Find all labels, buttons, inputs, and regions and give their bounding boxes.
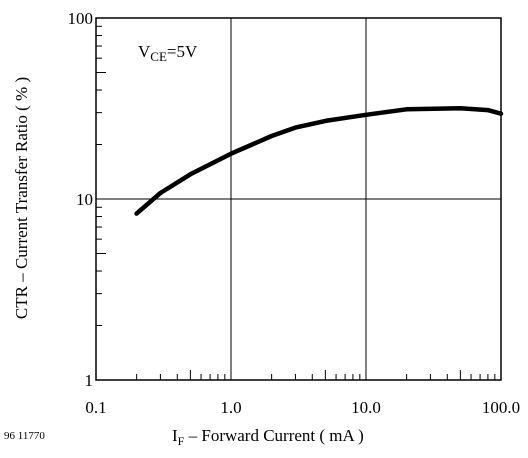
ctr-series-line (134, 106, 504, 216)
grid (96, 18, 501, 380)
y-axis-label: CTR – Current Transfer Ratio ( % ) (12, 76, 31, 320)
x-axis-label: IF – Forward Current ( mA ) (172, 426, 364, 448)
x-axis-label-rest: – Forward Current ( mA ) (184, 426, 364, 445)
y-tick-label: 1 (85, 371, 94, 390)
ticks (96, 25, 496, 380)
annotation-sub: CE (150, 49, 167, 64)
x-tick-label: 0.1 (85, 398, 106, 417)
y-tick-label: 10 (76, 190, 93, 209)
y-tick-label: 100 (68, 9, 94, 28)
annotation-vce: VCE=5V (138, 42, 198, 64)
annotation-rest: =5V (166, 42, 198, 61)
series-group (134, 106, 504, 216)
x-axis-label-main: I (172, 426, 178, 445)
tick-labels: 0.1 1.0 10.0 100.0 1 10 100 (68, 9, 521, 417)
x-tick-label: 10.0 (351, 398, 381, 417)
figure-id: 96 11770 (4, 430, 45, 442)
x-tick-label: 100.0 (482, 398, 520, 417)
annotation-main: V (138, 42, 151, 61)
x-tick-label: 1.0 (220, 398, 241, 417)
x-axis-label-sub: F (177, 434, 185, 448)
